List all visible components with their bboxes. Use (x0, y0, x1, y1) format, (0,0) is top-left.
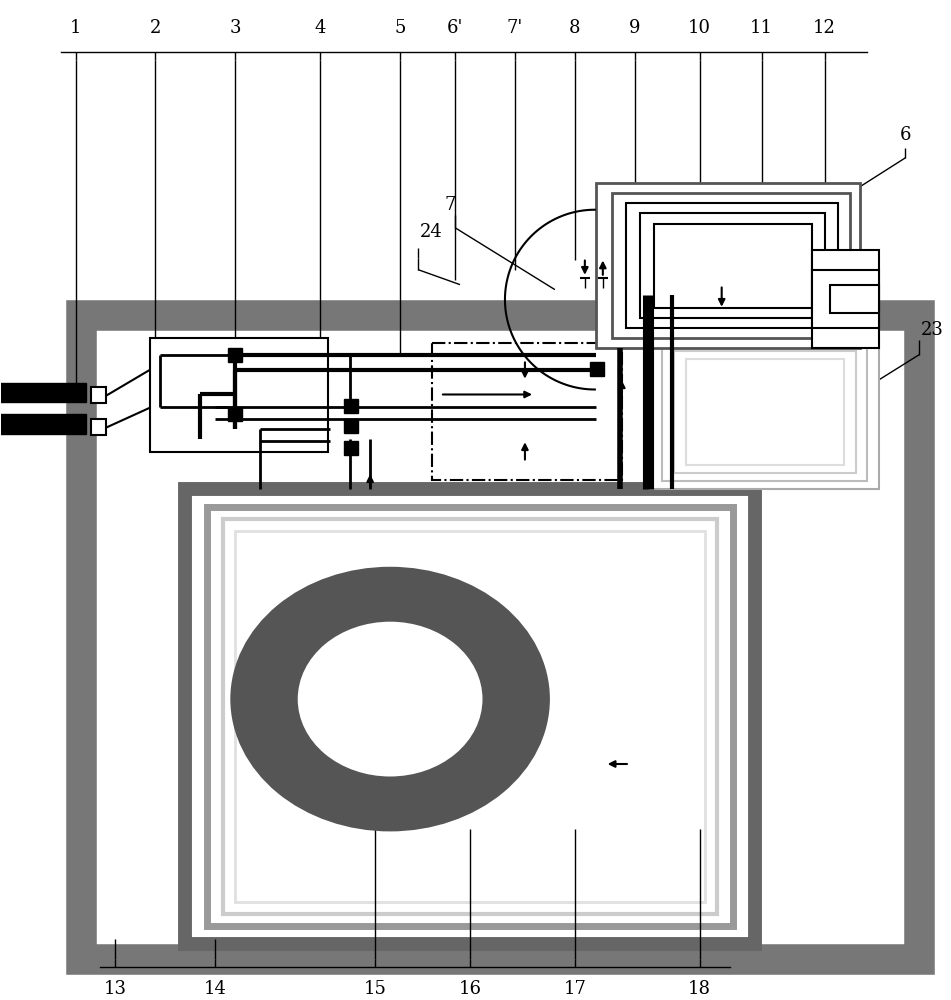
Text: 5: 5 (395, 19, 406, 37)
Bar (223, 519, 717, 914)
Bar (653, 224, 811, 308)
Bar (228, 407, 243, 421)
Bar (650, 335, 880, 489)
Text: 24: 24 (420, 223, 443, 241)
Text: 14: 14 (204, 980, 226, 998)
Bar (228, 348, 243, 362)
Text: 10: 10 (689, 19, 711, 37)
Bar (686, 359, 844, 465)
Bar (611, 193, 849, 338)
Text: 23: 23 (921, 321, 943, 339)
Bar (344, 441, 359, 455)
Text: 6': 6' (447, 19, 463, 37)
Bar (207, 507, 732, 926)
Bar (811, 270, 880, 328)
Bar (0, 383, 86, 402)
Text: 17: 17 (563, 980, 587, 998)
Ellipse shape (230, 567, 550, 831)
Bar (185, 489, 755, 944)
Bar (673, 351, 856, 473)
Bar (811, 250, 880, 348)
Text: 8: 8 (569, 19, 581, 37)
Text: 15: 15 (363, 980, 386, 998)
Bar (0, 414, 86, 434)
Text: 4: 4 (315, 19, 326, 37)
Bar (344, 399, 359, 413)
Bar (344, 419, 359, 433)
Text: 1: 1 (69, 19, 81, 37)
Bar (150, 338, 328, 452)
Text: 16: 16 (458, 980, 481, 998)
Text: 12: 12 (813, 19, 836, 37)
Text: 6: 6 (900, 126, 911, 144)
Bar (432, 343, 622, 480)
Text: 13: 13 (104, 980, 127, 998)
Text: 3: 3 (229, 19, 241, 37)
Ellipse shape (298, 622, 482, 776)
Bar (626, 203, 838, 328)
Text: 18: 18 (689, 980, 711, 998)
Bar (90, 387, 107, 403)
Bar (829, 285, 880, 313)
Bar (81, 315, 920, 959)
Text: 9: 9 (629, 19, 641, 37)
Text: 2: 2 (149, 19, 161, 37)
Bar (640, 213, 825, 318)
Text: 7': 7' (507, 19, 523, 37)
Bar (596, 183, 861, 348)
Text: 11: 11 (750, 19, 773, 37)
Bar (590, 362, 604, 376)
Bar (662, 343, 867, 481)
Text: 7: 7 (444, 196, 456, 214)
Bar (90, 419, 107, 435)
Bar (235, 531, 705, 902)
